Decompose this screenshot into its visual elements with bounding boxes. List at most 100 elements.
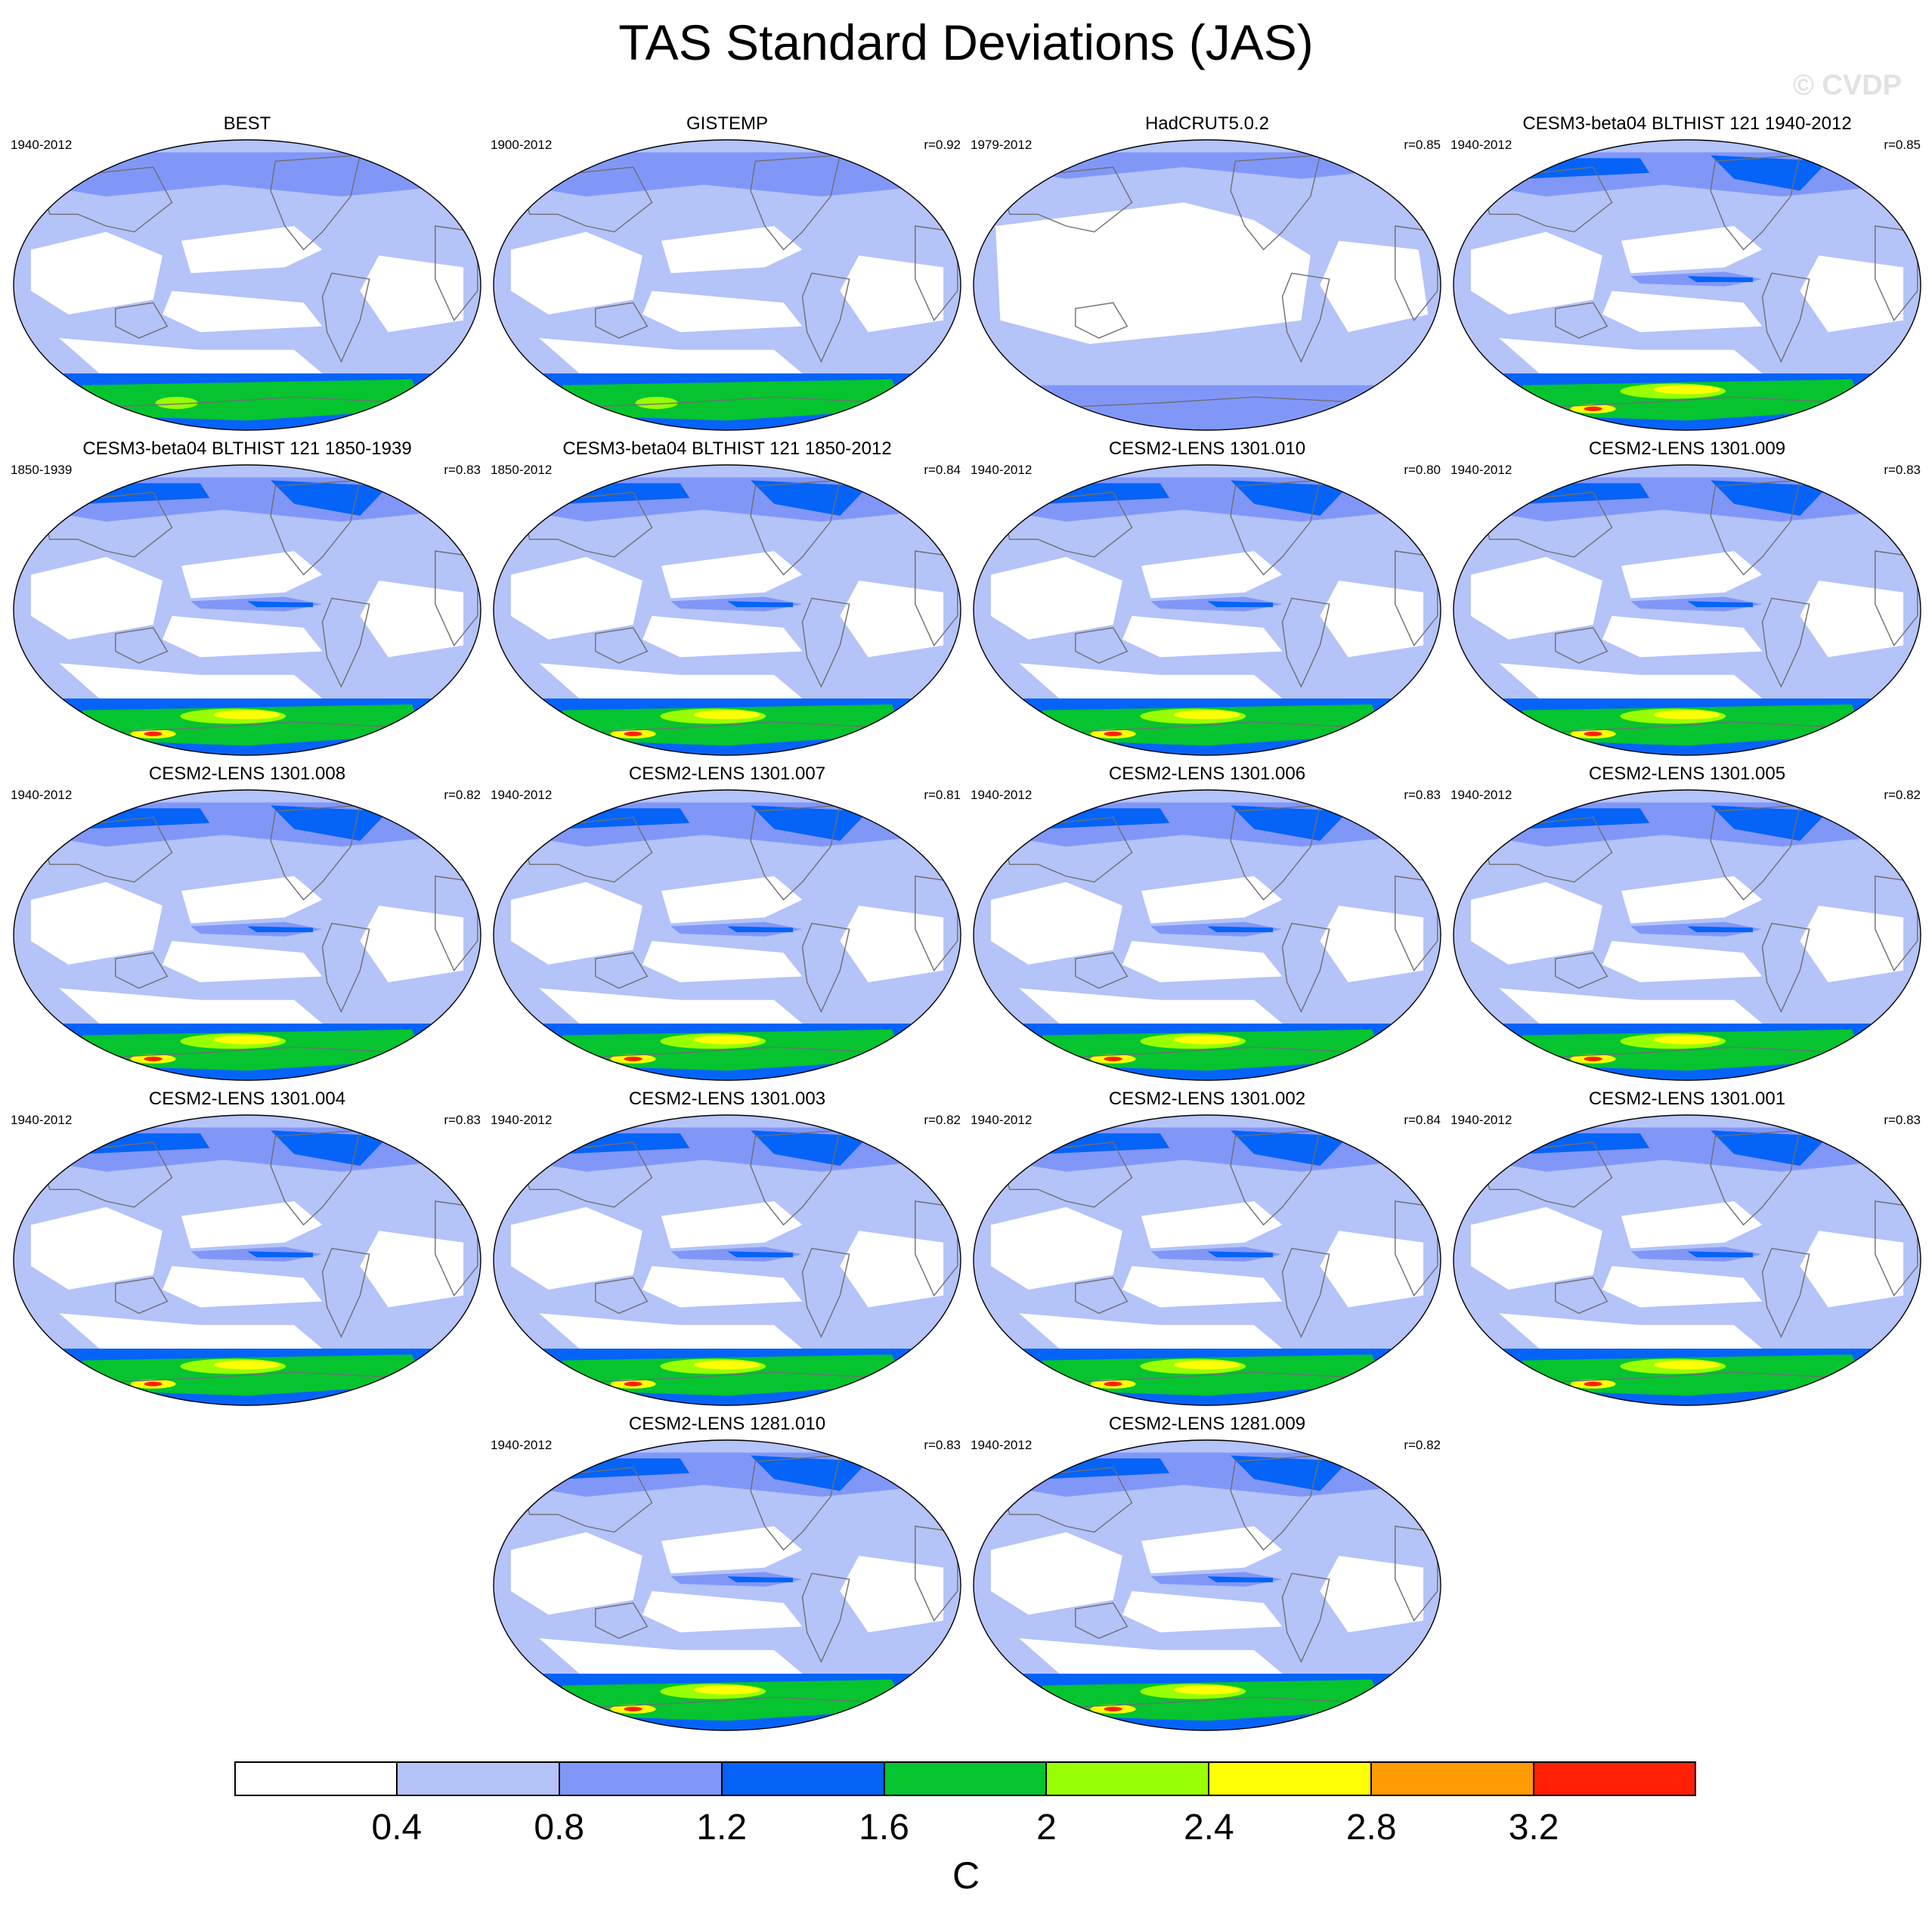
high-std-patch — [751, 805, 868, 841]
panel-pattern-correlation: r=0.85 — [1884, 138, 1921, 152]
coastline-antarctica — [68, 1046, 412, 1060]
map-panel: CESM2-LENS 1301.001 1940-2012 r=0.83 — [1447, 1089, 1927, 1415]
antarctic-red — [624, 1056, 642, 1061]
coastline-antarctica — [1028, 1696, 1372, 1710]
panel-title: CESM2-LENS 1281.009 — [1108, 1414, 1306, 1434]
colorbar-tick-label: 2.8 — [1345, 1807, 1397, 1848]
colorbar-tick-label: 0.8 — [534, 1807, 585, 1848]
low-std-region — [539, 1638, 803, 1680]
map-boundary — [493, 1114, 961, 1406]
low-std-region — [990, 556, 1122, 640]
robinson-map — [493, 789, 961, 1081]
panel-pattern-correlation: r=0.82 — [444, 788, 481, 802]
panel-title: CESM2-LENS 1301.006 — [1108, 764, 1306, 784]
coastline-eurasia — [519, 1467, 653, 1533]
low-std-region — [181, 876, 323, 924]
colorbar-swatch — [1046, 1761, 1209, 1796]
low-std-region — [1621, 1201, 1763, 1249]
colorbar: C 0.4 0.8 1.2 1.6 2 2.4 2.8 3.2 — [0, 1761, 1932, 1905]
map-boundary — [493, 1439, 961, 1731]
high-std-patch — [1711, 1130, 1828, 1166]
low-std-region — [642, 1265, 803, 1308]
low-std-region — [510, 1206, 642, 1290]
high-std-patch — [1711, 480, 1828, 516]
low-std-region — [539, 1313, 803, 1355]
colorbar-swatch — [721, 1761, 885, 1796]
coastline-australia — [1555, 1277, 1608, 1314]
antarctic-red — [1104, 731, 1122, 736]
panel-pattern-correlation: r=0.84 — [924, 463, 961, 477]
panel-period: 1940-2012 — [971, 788, 1033, 802]
low-std-region — [163, 290, 323, 333]
low-std-region — [1320, 906, 1424, 983]
colorbar-divider — [1533, 1761, 1535, 1796]
coastline-antarctica — [548, 1046, 892, 1060]
robinson-map — [973, 139, 1441, 431]
panel-title: CESM3-beta04 BLTHIST 121 1940-2012 — [1522, 113, 1852, 134]
low-std-region — [1320, 581, 1424, 658]
low-std-region — [840, 581, 944, 658]
figure-title: TAS Standard Deviations (JAS) — [618, 14, 1314, 70]
antarctic-red — [1104, 1381, 1122, 1386]
coastline-south-america — [801, 272, 850, 364]
panel-period: 1940-2012 — [1451, 788, 1512, 802]
panel-pattern-correlation: r=0.83 — [444, 1113, 481, 1127]
coastline-north-america — [270, 154, 361, 251]
panel-period: 1900-2012 — [491, 138, 553, 152]
coastline-australia — [1075, 952, 1129, 989]
panel-title: CESM3-beta04 BLTHIST 121 1850-2012 — [562, 438, 892, 459]
colorbar-tick-label: 1.2 — [696, 1807, 748, 1848]
map-boundary — [973, 464, 1441, 756]
low-std-region — [661, 551, 803, 599]
low-std-region — [840, 256, 944, 333]
colorbar-tick-label: 1.6 — [859, 1807, 909, 1848]
robinson-map — [493, 1439, 961, 1731]
coastline-north-america — [1230, 479, 1321, 576]
low-std-region — [30, 881, 163, 965]
low-std-region — [360, 906, 464, 983]
coastline-eurasia — [39, 1141, 173, 1208]
robinson-map — [973, 464, 1441, 756]
panel-title: CESM2-LENS 1301.007 — [628, 764, 826, 784]
map-boundary — [973, 1439, 1441, 1731]
coastline-australia — [1075, 302, 1129, 339]
coastline-eurasia — [1479, 816, 1613, 883]
panel-pattern-correlation: r=0.81 — [924, 788, 961, 802]
robinson-map — [973, 1439, 1441, 1731]
coastline-south-america — [1761, 597, 1810, 689]
antarctic-red — [624, 731, 642, 736]
colorbar-divider — [1370, 1761, 1373, 1796]
low-std-region — [1470, 231, 1602, 314]
low-std-region — [1602, 615, 1763, 658]
low-std-region — [1141, 1526, 1283, 1574]
coastline-south-america — [321, 922, 370, 1014]
coastline-north-america — [1710, 154, 1801, 251]
panel-period: 1940-2012 — [971, 463, 1033, 477]
low-std-region — [1602, 1265, 1763, 1308]
low-std-region — [1019, 988, 1283, 1030]
coastline-north-america — [270, 804, 361, 901]
map-boundary — [493, 464, 961, 756]
coastline-south-america — [321, 272, 370, 364]
coastline-south-america — [801, 1247, 850, 1339]
panel-title: GISTEMP — [686, 113, 768, 134]
map-panel: CESM2-LENS 1301.008 1940-2012 r=0.82 — [8, 764, 487, 1090]
enso-tongue-core — [1687, 601, 1754, 608]
low-std-region — [1621, 876, 1763, 924]
low-std-region — [1621, 551, 1763, 599]
colorbar-tick-label: 2.4 — [1183, 1807, 1234, 1848]
low-std-region — [181, 1201, 323, 1249]
coastline-eurasia — [519, 816, 653, 883]
panel-pattern-correlation: r=0.83 — [1884, 1113, 1921, 1127]
map-boundary — [493, 789, 961, 1081]
coastline-australia — [595, 1277, 649, 1314]
coastline-north-america — [270, 479, 361, 576]
low-std-region — [642, 1591, 803, 1633]
coastline-antarctica — [1508, 1371, 1852, 1385]
low-std-region — [661, 876, 803, 924]
map-boundary — [13, 1114, 481, 1406]
panel-title: HadCRUT5.0.2 — [1144, 113, 1270, 134]
antarctic-yellow — [1654, 1360, 1720, 1370]
coastline-south-america — [1761, 1247, 1810, 1339]
colorbar-frame — [234, 1761, 1696, 1796]
